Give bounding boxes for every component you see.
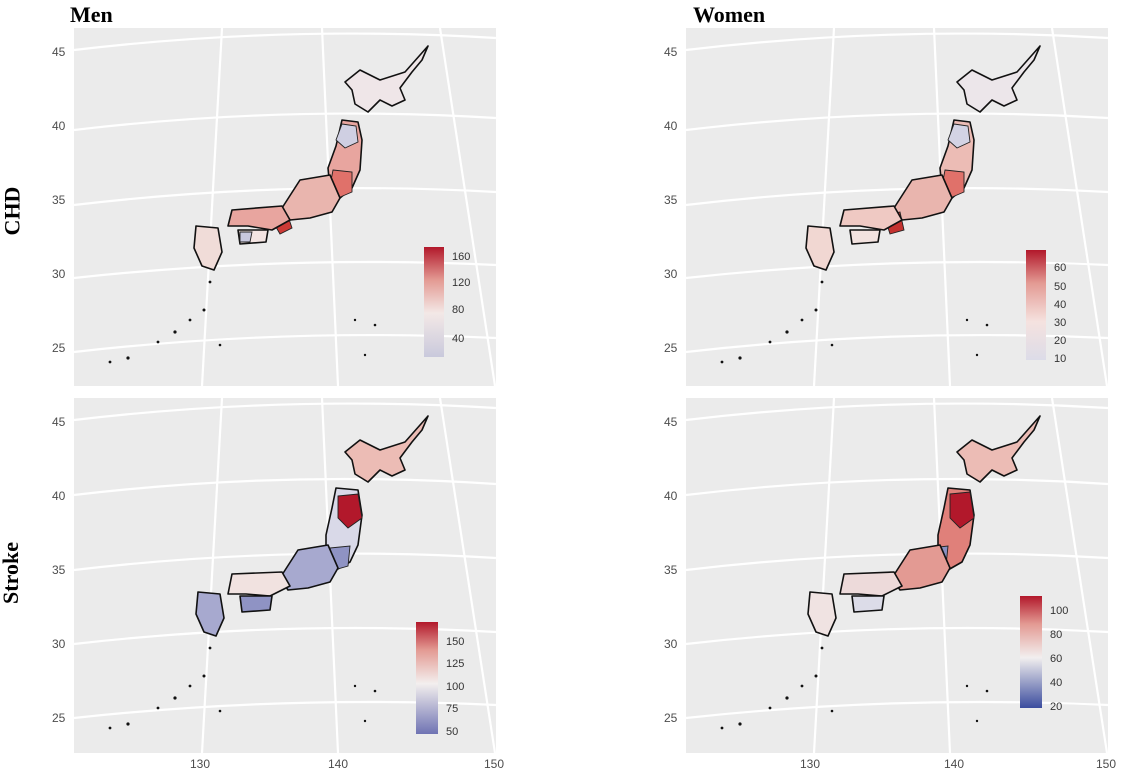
y-axis-labels: 45 40 35 30 25: [52, 45, 66, 355]
legend-tick: 100: [446, 681, 464, 693]
y-tick-30: 30: [52, 637, 66, 651]
legend-colorbar: [1026, 250, 1046, 360]
column-title-men: Men: [70, 2, 113, 27]
x-axis-labels: 130 140 150: [190, 757, 504, 771]
y-axis-labels: 45 40 35 30 25: [664, 45, 678, 355]
x-tick-150: 150: [484, 757, 504, 771]
pref-tohoku-1: [335, 123, 359, 149]
southern-islands: [720, 646, 989, 730]
legend-tick: 60: [1050, 653, 1062, 665]
kyushu-region: [193, 225, 223, 271]
legend-tick: 40: [1050, 677, 1062, 689]
southern-islands: [108, 280, 377, 364]
pref-shikoku-1: [239, 231, 253, 243]
legend-tick: 120: [452, 277, 470, 289]
legend-tick: 50: [1054, 281, 1066, 293]
legend-tick: 20: [1050, 701, 1062, 713]
hokkaido-region: [344, 415, 429, 483]
y-tick-30: 30: [52, 267, 66, 281]
southern-islands: [108, 646, 377, 730]
y-tick-35: 35: [52, 563, 66, 577]
legend-tick: 40: [452, 333, 464, 345]
hokkaido-region: [956, 415, 1041, 483]
kyushu-region: [805, 225, 835, 271]
shikoku-region: [851, 595, 885, 613]
legend-colorbar: [424, 247, 444, 357]
pref-tohoku-1: [947, 123, 971, 149]
graticule: [685, 397, 1109, 754]
y-tick-40: 40: [664, 119, 678, 133]
japan-map-stroke-women: [807, 415, 1041, 637]
legend-tick: 75: [446, 703, 458, 715]
y-tick-45: 45: [52, 415, 66, 429]
shikoku-region: [849, 229, 881, 245]
kyushu-region: [807, 591, 837, 637]
hokkaido-region: [956, 45, 1041, 113]
map-panel-chd-men: 45 40 35 30 25 160 120 80 40: [52, 27, 497, 387]
kyushu-region: [195, 591, 225, 637]
honshu-west-region: [227, 205, 291, 231]
y-axis-labels: 45 40 35 30 25: [52, 415, 66, 725]
legend-tick: 160: [452, 251, 470, 263]
legend-tick: 30: [1054, 317, 1066, 329]
honshu-west-region: [839, 205, 903, 231]
y-tick-30: 30: [664, 267, 678, 281]
x-tick-130: 130: [190, 757, 210, 771]
y-tick-45: 45: [52, 45, 66, 59]
x-axis-labels: 130 140 150: [800, 757, 1116, 771]
legend-tick: 10: [1054, 353, 1066, 365]
legend-tick: 150: [446, 636, 464, 648]
y-tick-25: 25: [664, 711, 678, 725]
legend-tick: 80: [1050, 629, 1062, 641]
map-panel-stroke-men: 45 40 35 30 25 130 140 150 150 125 100 7…: [52, 397, 504, 771]
y-tick-45: 45: [664, 45, 678, 59]
legend-tick: 40: [1054, 299, 1066, 311]
y-tick-25: 25: [52, 711, 66, 725]
legend-colorbar: [416, 622, 438, 734]
x-tick-130: 130: [800, 757, 820, 771]
legend-chd-women: 60 50 40 30 20 10: [1026, 250, 1066, 365]
map-panel-stroke-women: 45 40 35 30 25 130 140 150 100 80 60 40 …: [664, 397, 1116, 771]
y-tick-35: 35: [52, 193, 66, 207]
legend-chd-men: 160 120 80 40: [424, 247, 470, 357]
graticule: [685, 27, 1109, 387]
legend-tick: 100: [1050, 605, 1068, 617]
legend-tick: 20: [1054, 335, 1066, 347]
hokkaido-region: [344, 45, 429, 113]
southern-islands: [720, 280, 989, 364]
legend-stroke-women: 100 80 60 40 20: [1020, 596, 1068, 713]
legend-tick: 125: [446, 658, 464, 670]
legend-tick: 50: [446, 726, 458, 738]
x-tick-150: 150: [1096, 757, 1116, 771]
pref-tohoku-1: [949, 491, 975, 529]
y-tick-40: 40: [52, 489, 66, 503]
x-tick-140: 140: [944, 757, 964, 771]
japan-map-stroke-men: [195, 415, 429, 637]
y-tick-25: 25: [664, 341, 678, 355]
shikoku-region: [239, 595, 273, 613]
y-tick-25: 25: [52, 341, 66, 355]
legend-colorbar: [1020, 596, 1042, 708]
pref-tohoku-1: [337, 493, 363, 529]
y-tick-40: 40: [664, 489, 678, 503]
x-tick-140: 140: [328, 757, 348, 771]
japan-map-chd-women: [805, 45, 1041, 271]
y-tick-30: 30: [664, 637, 678, 651]
legend-tick: 60: [1054, 262, 1066, 274]
y-tick-35: 35: [664, 563, 678, 577]
japan-map-chd-men: [193, 45, 429, 271]
y-tick-40: 40: [52, 119, 66, 133]
y-tick-45: 45: [664, 415, 678, 429]
y-axis-labels: 45 40 35 30 25: [664, 415, 678, 725]
map-panel-chd-women: 45 40 35 30 25 60 50 40 30 20 10: [664, 27, 1109, 387]
legend-tick: 80: [452, 304, 464, 316]
column-title-women: Women: [693, 2, 766, 27]
legend-stroke-men: 150 125 100 75 50: [416, 622, 464, 738]
y-tick-35: 35: [664, 193, 678, 207]
